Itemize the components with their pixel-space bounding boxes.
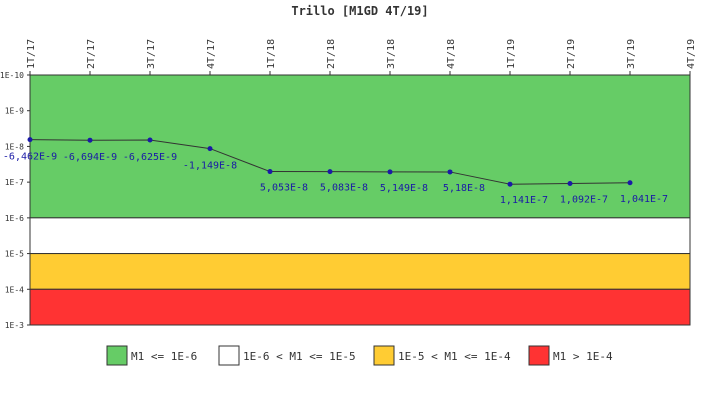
x-tick-label: 1T/19	[506, 39, 517, 69]
x-tick-label: 2T/19	[566, 39, 577, 69]
legend-swatch	[218, 345, 240, 366]
y-tick-label: 1E-4	[5, 285, 24, 294]
legend-label: 1E-6 < M1 <= 1E-5	[243, 350, 356, 363]
x-tick-label: 1T/17	[26, 39, 37, 69]
x-tick-label: 2T/18	[326, 39, 337, 69]
x-tick-label: 3T/18	[386, 39, 397, 69]
x-tick-label: 3T/17	[146, 39, 157, 69]
data-label: -6,694E-9	[63, 152, 117, 163]
legend-label: 1E-5 < M1 <= 1E-4	[398, 350, 511, 363]
data-label: 1,092E-7	[560, 195, 608, 206]
data-point	[147, 137, 153, 143]
y-tick-label: 1E-7	[5, 178, 24, 187]
legend-swatch	[373, 345, 395, 366]
y-tick-label: 1E-10	[0, 71, 24, 80]
legend-swatch	[528, 345, 550, 366]
y-tick-label: 1E-5	[5, 250, 24, 259]
x-tick-label: 2T/17	[86, 39, 97, 69]
band-2	[29, 253, 691, 290]
x-axis: 1T/17 2T/17 3T/17 4T/17 1T/18 2T/18 3T/18 4T/18…	[26, 39, 697, 75]
data-point	[507, 181, 513, 187]
y-axis: 1E-10 1E-9 1E-8 1E-7 1E-6 1E-5 1E-4 1E-3	[0, 71, 30, 330]
band-3	[29, 288, 691, 326]
chart-title: Trillo [M1GD 4T/19]	[291, 4, 428, 18]
x-tick-label: 4T/17	[206, 39, 217, 69]
data-point	[267, 169, 273, 175]
legend-label: M1 > 1E-4	[553, 350, 613, 363]
x-tick-label: 4T/18	[446, 39, 457, 69]
x-tick-label: 1T/18	[266, 39, 277, 69]
data-label: 5,053E-8	[260, 183, 308, 194]
data-point	[87, 137, 93, 143]
data-point	[207, 146, 213, 152]
legend: M1 <= 1E-6 1E-6 < M1 <= 1E-5 1E-5 < M1 <= …	[106, 345, 613, 366]
data-point	[327, 169, 333, 175]
data-label: 5,149E-8	[380, 183, 428, 194]
data-point	[387, 169, 393, 175]
data-point	[447, 169, 453, 175]
x-tick-label: 3T/19	[626, 39, 637, 69]
legend-swatch	[106, 345, 128, 366]
data-label: 5,18E-8	[443, 183, 485, 194]
data-label: 5,083E-8	[320, 183, 368, 194]
data-label: -6,625E-9	[123, 152, 177, 163]
data-point	[627, 180, 633, 186]
y-tick-label: 1E-9	[5, 107, 24, 116]
x-tick-label: 4T/19	[686, 39, 697, 69]
legend-label: M1 <= 1E-6	[131, 350, 197, 363]
band-1	[29, 217, 691, 255]
plot-frame	[29, 74, 691, 326]
y-tick-label: 1E-3	[5, 321, 24, 330]
data-point	[27, 137, 33, 143]
series-layer: -6,462E-9 -6,694E-9 -6,625E-9 -1,149E-8 5,05…	[3, 137, 668, 206]
data-label: 1,041E-7	[620, 194, 668, 205]
data-label: -1,149E-8	[183, 161, 237, 172]
data-label: 1,141E-7	[500, 195, 548, 206]
data-label: -6,462E-9	[3, 152, 57, 163]
risk-bands	[29, 74, 691, 326]
data-point	[567, 181, 573, 187]
y-tick-label: 1E-6	[5, 214, 24, 223]
y-tick-label: 1E-8	[5, 142, 24, 151]
band-0	[29, 74, 691, 219]
